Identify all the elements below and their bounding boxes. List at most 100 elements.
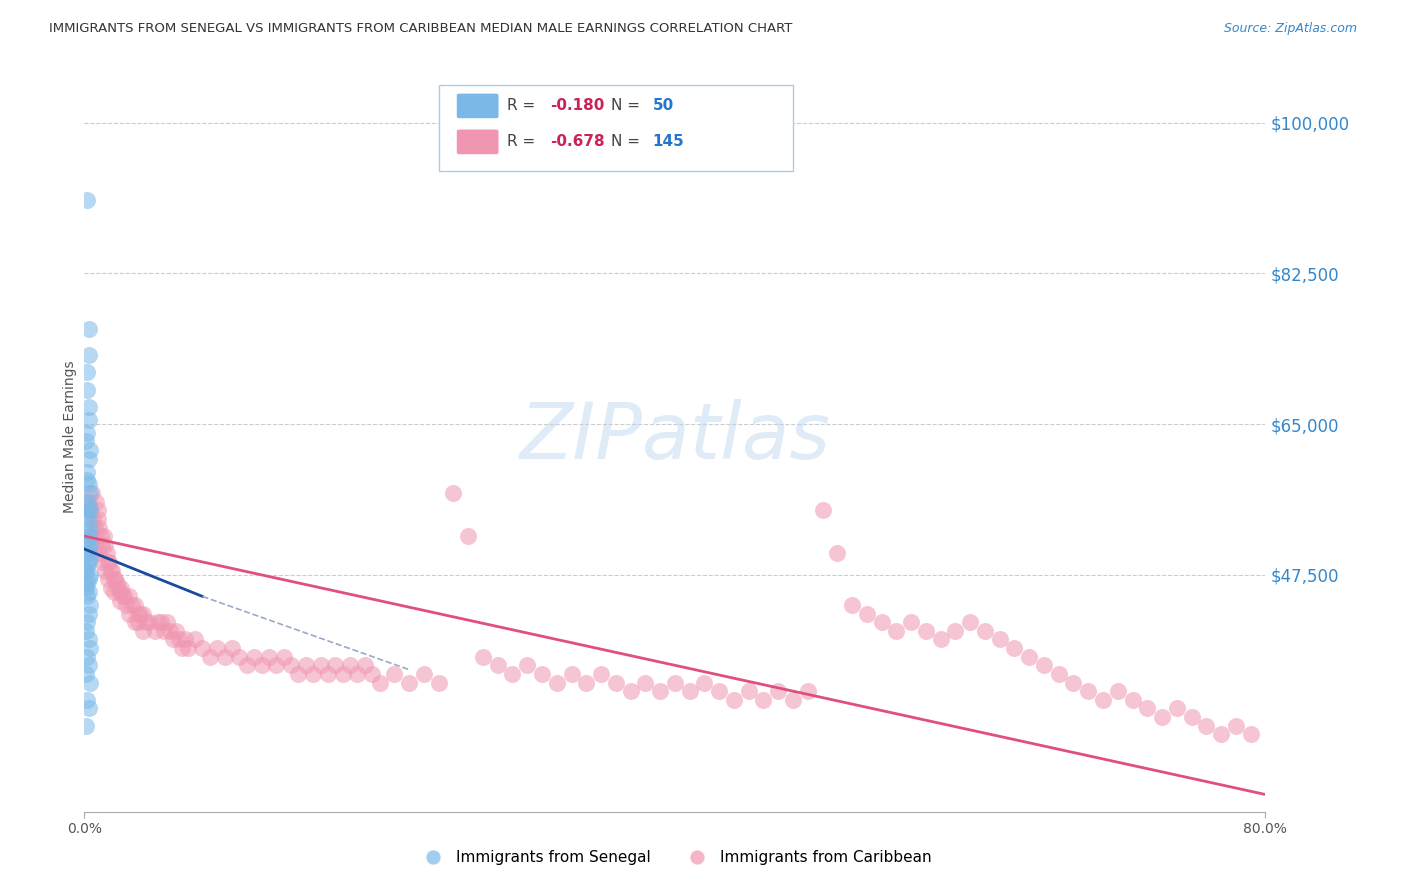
Point	[1107, 684, 1129, 698]
Point	[82, 529, 104, 543]
Point	[75, 434, 97, 449]
Point	[316, 667, 339, 681]
Point	[104, 572, 127, 586]
Point	[75, 667, 97, 681]
Point	[83, 538, 105, 552]
Point	[605, 675, 627, 690]
Text: R =: R =	[508, 98, 540, 113]
Point	[132, 607, 155, 621]
Point	[782, 692, 804, 706]
Point	[111, 590, 134, 604]
Text: R =: R =	[508, 135, 540, 149]
Point	[170, 641, 193, 656]
FancyBboxPatch shape	[439, 85, 793, 171]
Point	[77, 542, 100, 557]
Point	[287, 667, 309, 681]
Point	[709, 684, 731, 698]
Point	[96, 546, 118, 560]
Point	[591, 667, 613, 681]
Point	[427, 675, 450, 690]
Point	[91, 555, 114, 569]
Point	[150, 615, 173, 630]
FancyBboxPatch shape	[457, 93, 499, 119]
Point	[280, 658, 302, 673]
Point	[127, 607, 149, 621]
Point	[900, 615, 922, 630]
Point	[114, 598, 136, 612]
Point	[75, 564, 97, 578]
Point	[1240, 727, 1263, 741]
Point	[988, 632, 1011, 647]
Point	[723, 692, 745, 706]
Point	[768, 684, 790, 698]
Point	[86, 503, 108, 517]
Point	[83, 520, 105, 534]
Text: N =: N =	[612, 98, 645, 113]
Point	[738, 684, 761, 698]
Point	[82, 512, 104, 526]
Point	[1211, 727, 1233, 741]
Point	[486, 658, 509, 673]
Point	[167, 632, 190, 647]
Point	[76, 425, 98, 440]
Point	[207, 641, 229, 656]
Point	[856, 607, 879, 621]
Point	[76, 559, 98, 574]
Point	[129, 607, 152, 621]
Point	[77, 451, 100, 466]
Point	[257, 649, 280, 664]
Text: 145: 145	[652, 135, 685, 149]
Point	[91, 538, 114, 552]
Point	[77, 701, 100, 715]
Point	[108, 585, 131, 599]
Point	[974, 624, 997, 638]
Text: IMMIGRANTS FROM SENEGAL VS IMMIGRANTS FROM CARIBBEAN MEDIAN MALE EARNINGS CORREL: IMMIGRANTS FROM SENEGAL VS IMMIGRANTS FR…	[49, 22, 793, 36]
Point	[620, 684, 643, 698]
Point	[79, 675, 101, 690]
Point	[100, 564, 122, 578]
Point	[124, 615, 146, 630]
Text: ZIPatlas: ZIPatlas	[519, 399, 831, 475]
Point	[325, 658, 347, 673]
Point	[945, 624, 967, 638]
Point	[79, 486, 101, 500]
Point	[1122, 692, 1144, 706]
Point	[76, 576, 98, 591]
Point	[77, 555, 100, 569]
Point	[650, 684, 672, 698]
Point	[841, 598, 863, 612]
Point	[97, 572, 120, 586]
Point	[1033, 658, 1056, 673]
Point	[165, 624, 187, 638]
Point	[77, 632, 100, 647]
Point	[107, 581, 129, 595]
Point	[103, 572, 125, 586]
Point	[266, 658, 288, 673]
Point	[77, 322, 100, 336]
Point	[1166, 701, 1188, 715]
Y-axis label: Median Male Earnings: Median Male Earnings	[63, 360, 77, 514]
Point	[679, 684, 702, 698]
Point	[87, 546, 111, 560]
Point	[221, 641, 243, 656]
Point	[1181, 710, 1204, 724]
Point	[80, 486, 103, 500]
Point	[546, 675, 568, 690]
Point	[827, 546, 849, 560]
Point	[309, 658, 332, 673]
Point	[443, 486, 465, 500]
Point	[173, 632, 195, 647]
Point	[77, 400, 100, 414]
Point	[153, 624, 176, 638]
Point	[162, 632, 184, 647]
Point	[501, 667, 523, 681]
Point	[1047, 667, 1070, 681]
Point	[77, 494, 100, 508]
Point	[472, 649, 495, 664]
Point	[100, 581, 122, 595]
Point	[127, 615, 149, 630]
Point	[243, 649, 266, 664]
Point	[1225, 718, 1247, 732]
Point	[915, 624, 938, 638]
Point	[101, 564, 124, 578]
